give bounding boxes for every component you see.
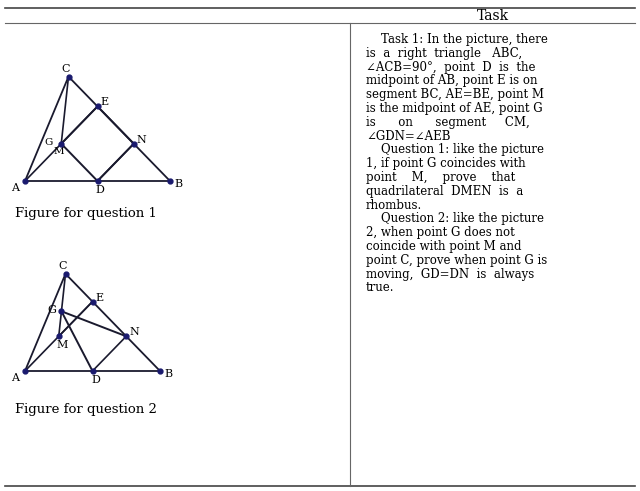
Text: is      on      segment     CM,: is on segment CM, [366,116,530,129]
Text: G: G [44,138,52,147]
Text: point C, prove when point G is: point C, prove when point G is [366,254,547,267]
Text: Figure for question 2: Figure for question 2 [15,403,157,415]
Text: coincide with point M and: coincide with point M and [366,240,522,253]
Text: 2, when point G does not: 2, when point G does not [366,226,515,239]
Text: D: D [91,375,100,385]
Text: segment BC, AE=BE, point M: segment BC, AE=BE, point M [366,88,544,101]
Text: M: M [54,147,65,156]
Text: point    M,    prove    that: point M, prove that [366,171,515,184]
Text: Task 1: In the picture, there: Task 1: In the picture, there [366,33,548,46]
Text: midpoint of AB, point E is on: midpoint of AB, point E is on [366,75,538,87]
Text: Question 2: like the picture: Question 2: like the picture [366,213,544,225]
Text: moving,  GD=DN  is  always: moving, GD=DN is always [366,268,534,280]
Text: A: A [11,183,19,193]
Text: Task: Task [476,8,509,23]
Text: N: N [137,135,147,145]
Text: true.: true. [366,281,394,295]
Text: M: M [56,340,67,350]
Text: E: E [95,293,104,302]
Text: ∠GDN=∠AEB: ∠GDN=∠AEB [366,130,451,142]
Text: B: B [174,179,182,189]
Text: Figure for question 1: Figure for question 1 [15,207,157,219]
Text: B: B [164,369,172,379]
Text: Question 1: like the picture: Question 1: like the picture [366,143,544,157]
Text: is the midpoint of AE, point G: is the midpoint of AE, point G [366,102,543,115]
Text: 1, if point G coincides with: 1, if point G coincides with [366,157,525,170]
Text: is  a  right  triangle   ABC,: is a right triangle ABC, [366,47,522,60]
Text: N: N [129,327,139,337]
Text: D: D [95,185,104,195]
Text: ∠ACB=90°,  point  D  is  the: ∠ACB=90°, point D is the [366,60,536,74]
Text: C: C [58,261,67,271]
Text: A: A [11,373,19,383]
Text: quadrilateral  DMEN  is  a: quadrilateral DMEN is a [366,185,524,198]
Text: G: G [47,305,56,315]
Text: E: E [100,97,109,108]
Text: rhombus.: rhombus. [366,198,422,212]
Text: C: C [61,64,70,74]
